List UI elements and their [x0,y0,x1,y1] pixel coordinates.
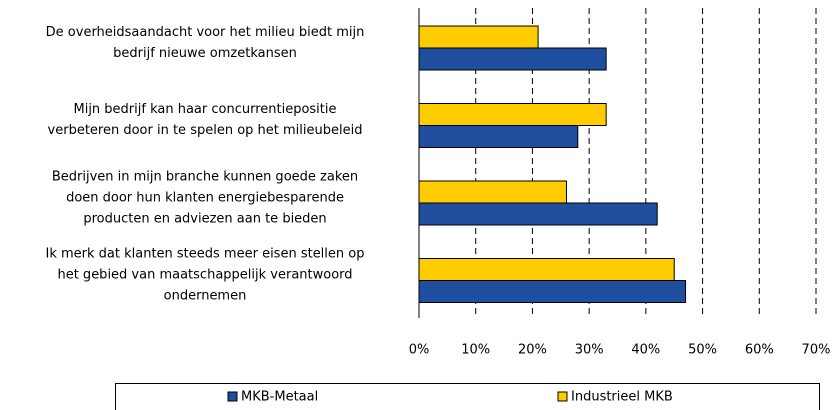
bar [418,25,539,49]
x-tick-label: 10% [461,343,490,358]
category-label: Mijn bedrijf kan haar concurrentiepositi… [47,102,363,139]
x-tick-label: 70% [802,343,831,358]
x-tick-label: 20% [518,343,547,358]
legend-box [115,383,820,410]
bar [418,280,687,303]
legend-label: Industrieel MKB [571,390,673,405]
bar [418,125,579,148]
legend-swatch [227,391,238,402]
bar [418,103,607,126]
bar [418,202,658,226]
category-label: Bedrijven in mijn branche kunnen goede z… [51,169,359,227]
category-label: De overheidsaandacht voor het milieu bie… [45,24,365,61]
category-label: Ik merk dat klanten steeds meer eisen st… [45,246,365,304]
x-tick-label: 60% [745,343,774,358]
bar [418,47,607,71]
x-tick-label: 40% [631,343,660,358]
x-tick-label: 30% [575,343,604,358]
x-tick-label: 50% [688,343,717,358]
bar [418,180,567,204]
legend-label: MKB-Metaal [241,390,318,405]
legend-swatch [557,391,568,402]
bar [418,258,675,281]
x-tick-label: 0% [409,343,430,358]
